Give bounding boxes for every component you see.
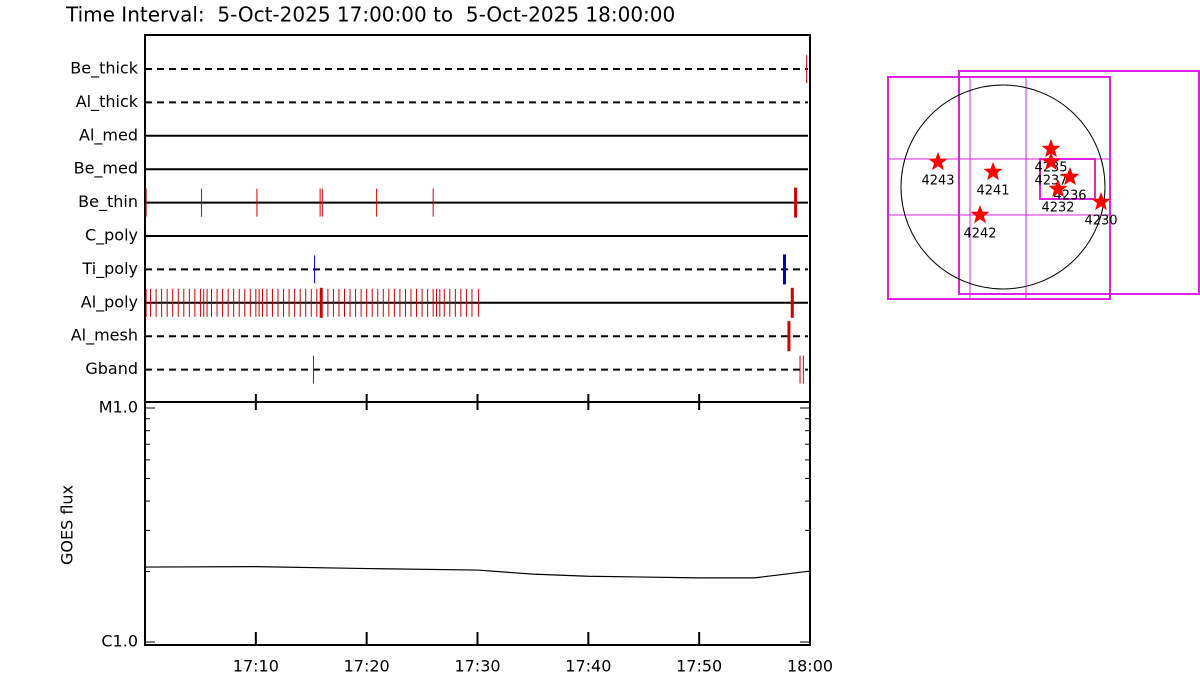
plot-frame [144,401,811,646]
title: Time Interval: 5-Oct-2025 17:00:00 to 5-… [65,3,675,27]
row-label: Al_med [79,125,138,145]
region-label: 4243 [921,174,954,189]
region-star [1048,179,1068,198]
region-star [1041,139,1061,158]
region-label: 4230 [1084,214,1117,229]
y-tick-label: M1.0 [99,398,138,417]
row-label: Gband [85,359,138,378]
row-label: Be_thick [70,59,138,79]
x-tick-label: 17:20 [344,657,390,676]
region-label: 4235 [1034,161,1067,176]
region-star [1060,167,1080,186]
solar-disk [900,84,1106,290]
row-label: Al_thick [76,92,139,112]
row-label: Be_med [74,159,138,179]
x-tick-label: 17:50 [676,657,722,676]
region-star [983,162,1003,181]
x-tick-label: 17:40 [565,657,611,676]
region-label: 4241 [976,184,1009,199]
goes-curve [144,566,811,579]
region-star [1041,152,1061,171]
x-tick-label: 17:30 [454,657,500,676]
y-axis-label: GOES flux [58,485,77,565]
region-star [970,205,990,224]
timeline-frame [144,34,811,403]
row-label: Al_mesh [71,326,138,346]
row-label: C_poly [85,226,138,246]
row-label: Al_poly [81,292,138,312]
x-tick-label: 17:10 [233,657,279,676]
region-label: 4242 [963,227,996,242]
map-frames [887,70,1200,300]
y-tick-label: C1.0 [101,632,138,651]
row-label: Be_thin [78,192,138,212]
region-star [928,152,948,171]
region-star [1091,192,1111,211]
region-label: 4232 [1041,201,1074,216]
x-tick-label: 18:00 [787,657,833,676]
row-label: Ti_poly [81,259,138,279]
